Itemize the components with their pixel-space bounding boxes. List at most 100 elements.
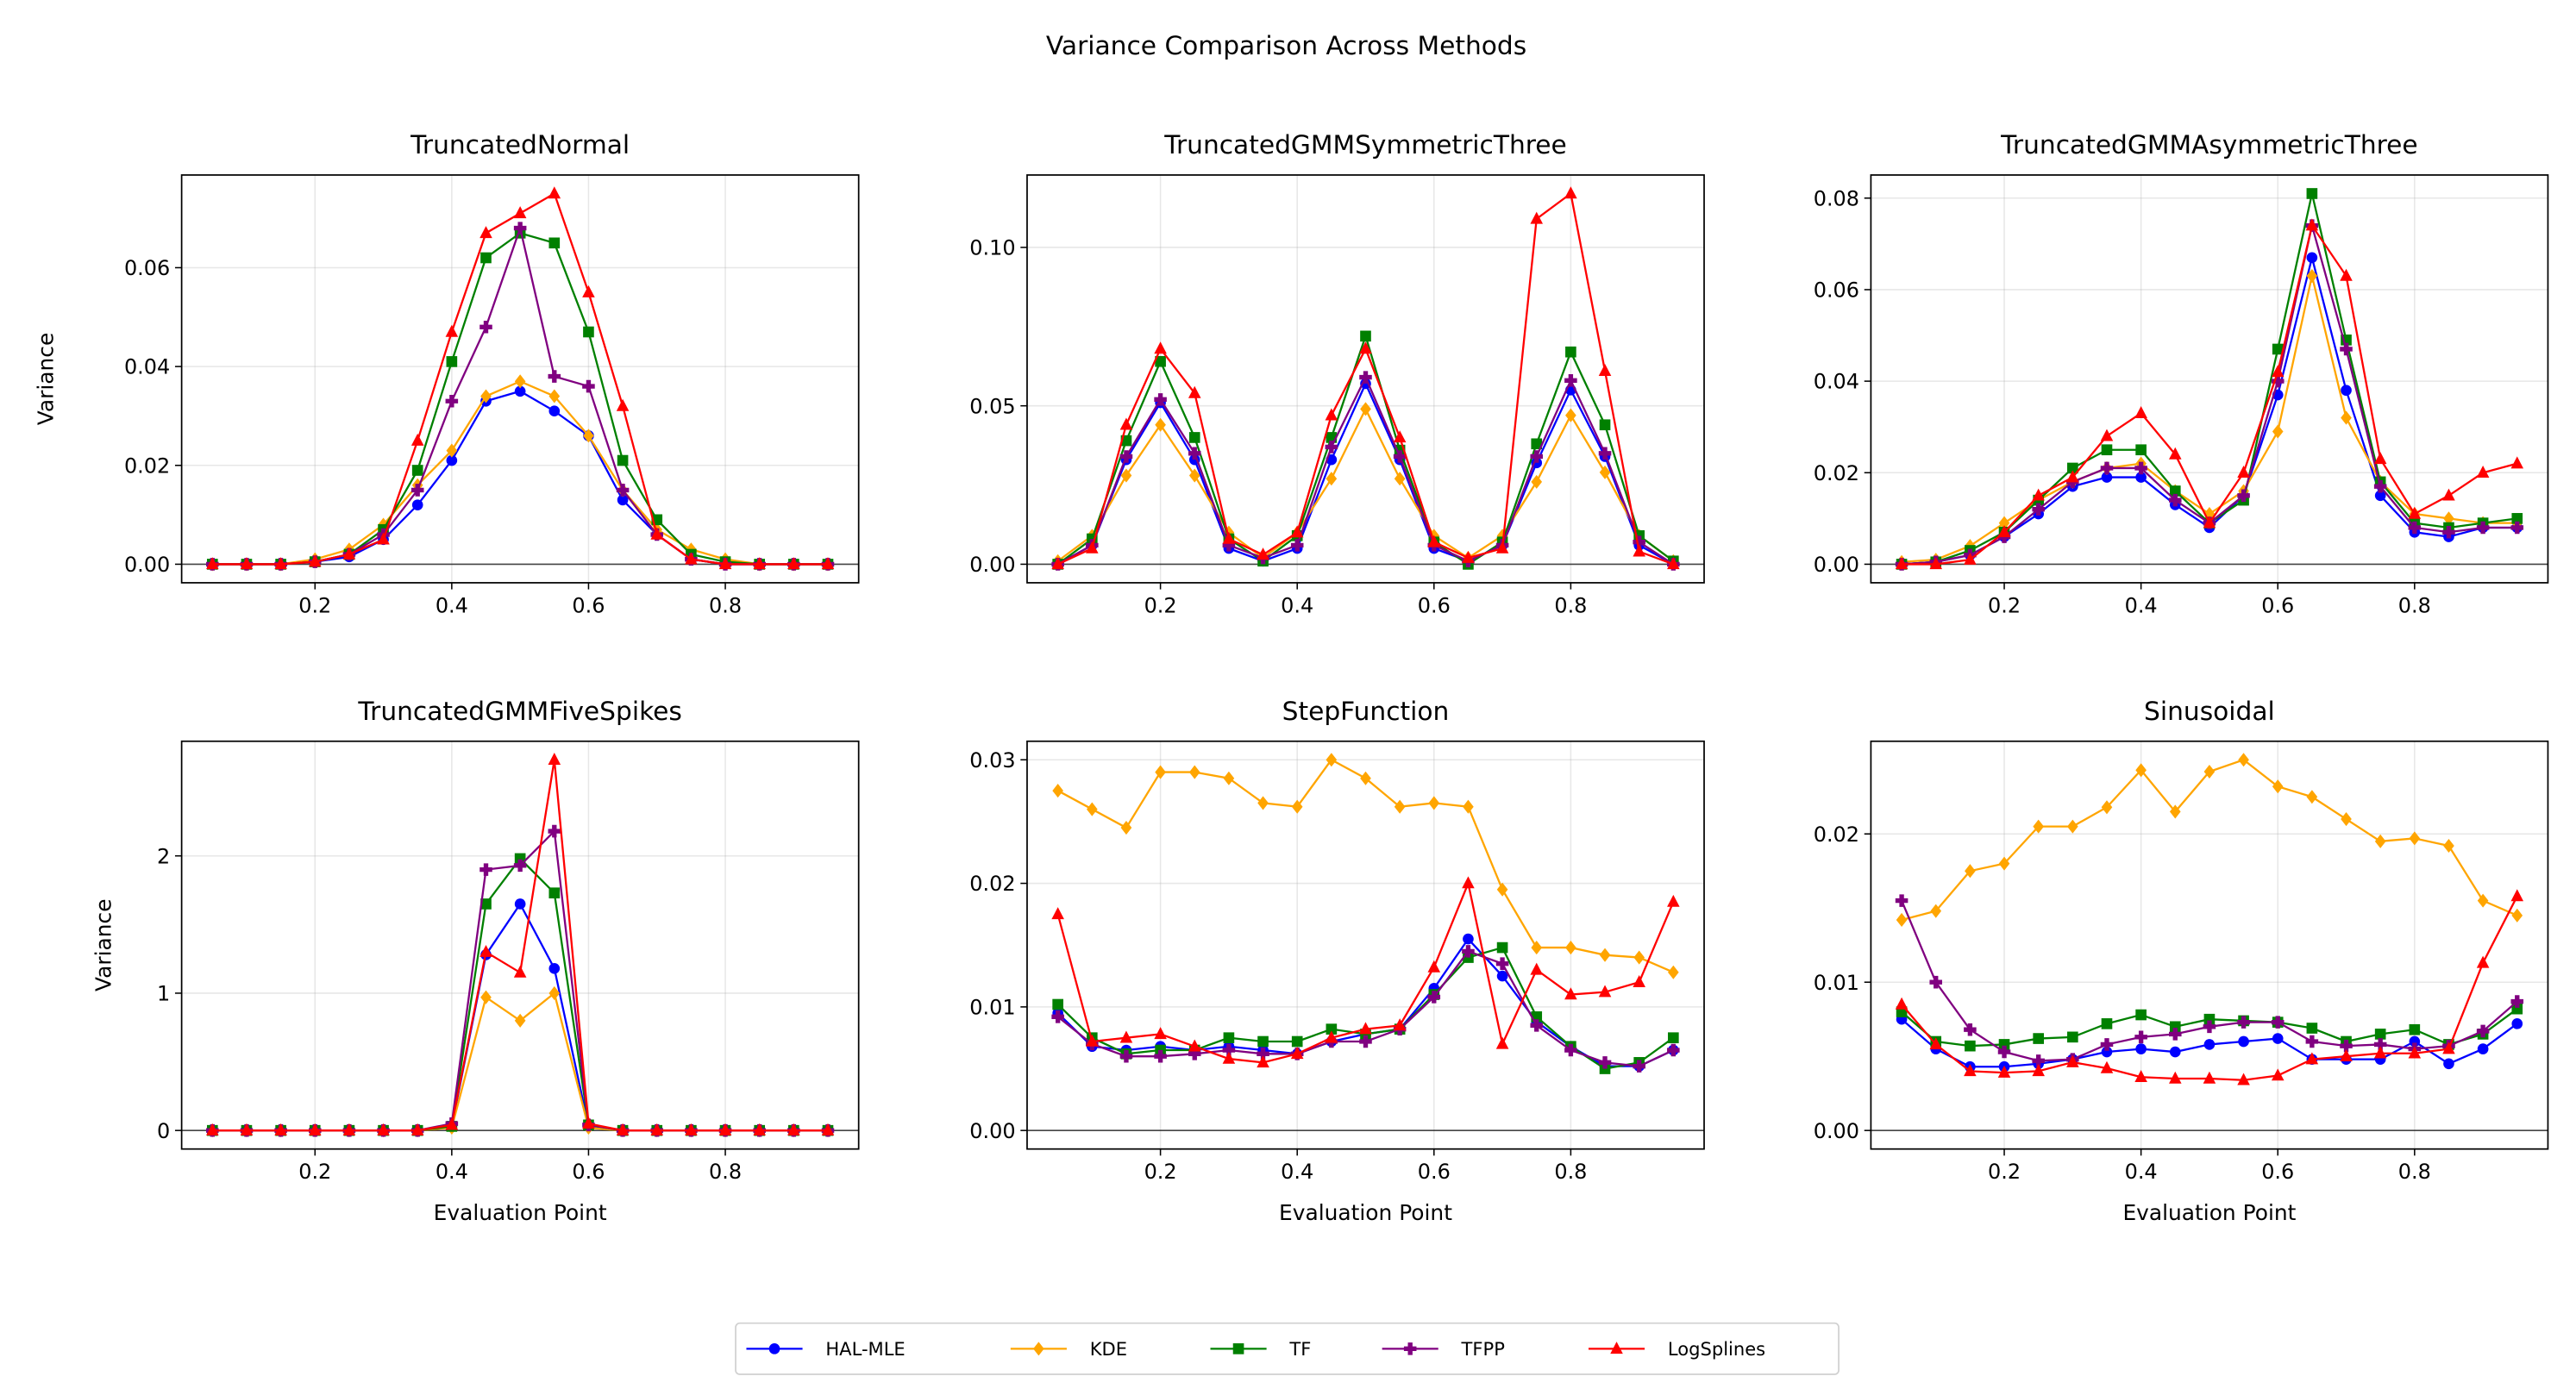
data-point: [1530, 962, 1544, 975]
data-point: [274, 1123, 287, 1135]
data-point: [1530, 1019, 1544, 1032]
series-line: [1901, 900, 2518, 1062]
data-point: [2373, 1038, 2387, 1051]
data-point: [2442, 1042, 2455, 1054]
data-point: [513, 859, 527, 873]
data-point: [1257, 1035, 1269, 1048]
data-point: [2511, 1003, 2523, 1015]
data-point: [2101, 1018, 2113, 1029]
data-point: [411, 499, 423, 510]
data-point: [1394, 472, 1406, 486]
axes-frame: [180, 174, 860, 584]
data-point: [377, 1123, 390, 1135]
data-point: [2271, 374, 2285, 388]
y-tick-label: 0.01: [1814, 971, 1859, 995]
data-point: [1393, 1018, 1407, 1031]
data-point: [2271, 1016, 2285, 1029]
data-point: [2135, 1009, 2147, 1021]
series-tf: [206, 853, 834, 1136]
data-point: [240, 557, 254, 570]
legend-entry-tfpp: TFPP: [1382, 1338, 1505, 1360]
data-point: [2272, 343, 2284, 355]
data-point: [2373, 1046, 2387, 1059]
data-point: [548, 824, 561, 838]
data-point: [1530, 211, 1544, 224]
series-logsplines: [1051, 186, 1680, 570]
data-point: [2340, 268, 2353, 281]
data-point: [2169, 485, 2181, 497]
series-line: [1056, 406, 1675, 562]
data-point: [2306, 268, 2318, 284]
data-point: [2374, 490, 2386, 502]
data-point: [1257, 1055, 1269, 1068]
x-tick-label: 0.4: [2125, 593, 2158, 617]
subplot-title: TruncatedGMMFiveSpikes: [357, 696, 682, 726]
data-point: [1667, 557, 1680, 570]
axes-frame: [180, 740, 860, 1150]
data-point: [1964, 1064, 1977, 1077]
series-kde: [1896, 753, 2523, 928]
data-point: [2237, 1016, 2250, 1029]
data-point: [1154, 393, 1167, 406]
data-point: [821, 1123, 835, 1135]
subplot-title: TruncatedGMMAsymmetricThree: [2000, 129, 2418, 160]
series-line: [212, 232, 828, 566]
y-tick-label: 0.03: [969, 748, 1015, 773]
data-point: [2510, 995, 2524, 1008]
data-point: [2306, 790, 2318, 804]
data-point: [2066, 470, 2079, 483]
x-tick-label: 0.6: [2261, 593, 2294, 617]
data-point: [2135, 472, 2147, 483]
data-point: [411, 465, 423, 476]
data-point: [2271, 1068, 2285, 1081]
data-point: [1222, 539, 1236, 552]
data-point: [1257, 1048, 1269, 1060]
data-point: [1052, 784, 1063, 798]
data-point: [1359, 1035, 1372, 1048]
data-point: [2032, 488, 2045, 501]
data-point: [2272, 779, 2284, 794]
series-hal-mle: [206, 385, 834, 570]
data-point: [2305, 218, 2319, 231]
legend-entry-tf: TF: [1210, 1338, 1311, 1360]
data-point: [2306, 1023, 2318, 1034]
data-point: [616, 484, 630, 497]
data-point: [2476, 521, 2490, 535]
data-point: [1119, 1049, 1133, 1063]
data-point: [2169, 1071, 2182, 1084]
data-point: [240, 1123, 254, 1135]
series-line: [1056, 950, 1674, 1067]
legend-label: TFPP: [1461, 1338, 1505, 1360]
legend-label: KDE: [1090, 1338, 1127, 1360]
data-point: [274, 557, 287, 570]
series-logsplines: [206, 753, 835, 1135]
data-point: [1495, 541, 1509, 554]
data-point: [1964, 1023, 1977, 1036]
legend-entry-logsplines: LogSplines: [1588, 1338, 1765, 1360]
subplot-truncatedgmmsymmetricthree: 0.2 0.4 0.6 0.8 0.00 0.05 0.10 TruncatedGMMSymm…: [969, 129, 1705, 617]
subplot-title: TruncatedNormal: [410, 129, 630, 160]
data-point: [1394, 799, 1406, 814]
data-point: [2100, 1038, 2114, 1051]
data-point: [1633, 950, 1645, 965]
data-point: [617, 494, 629, 506]
data-point: [2237, 466, 2250, 479]
data-point: [2134, 406, 2147, 419]
data-point: [2442, 488, 2455, 501]
data-point: [445, 394, 459, 408]
legend-entry-hal-mle: HAL-MLE: [746, 1338, 906, 1360]
data-point: [787, 1123, 800, 1135]
data-point: [1290, 539, 1304, 552]
x-tick-label: 0.4: [436, 1160, 468, 1184]
data-point: [1223, 1032, 1235, 1044]
data-point: [1052, 998, 1063, 1010]
x-axis-label: Evaluation Point: [1279, 1200, 1452, 1225]
data-point: [1929, 557, 1943, 570]
data-point: [1188, 385, 1201, 398]
legend-marker: [768, 1343, 780, 1354]
x-tick-label: 0.8: [2398, 1160, 2431, 1184]
data-point: [2341, 811, 2352, 827]
data-point: [480, 252, 492, 264]
data-point: [1895, 997, 1908, 1010]
data-point: [513, 206, 527, 219]
